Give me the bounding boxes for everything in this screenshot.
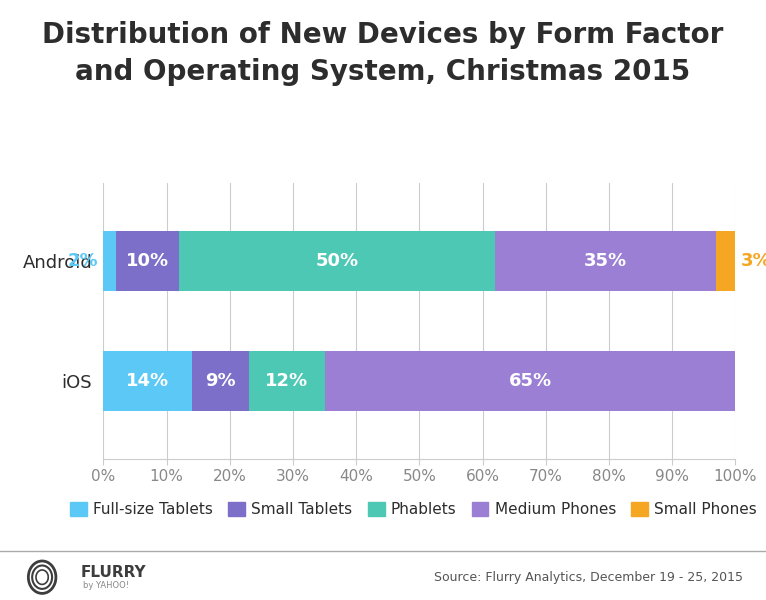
Text: 65%: 65% <box>509 372 552 390</box>
Text: 9%: 9% <box>205 372 236 390</box>
Text: by YAHOO!: by YAHOO! <box>83 581 129 590</box>
Text: 35%: 35% <box>584 252 627 270</box>
Bar <box>716 231 735 291</box>
Text: 50%: 50% <box>316 252 358 270</box>
Bar <box>179 231 496 291</box>
Text: Distribution of New Devices by Form Factor
and Operating System, Christmas 2015: Distribution of New Devices by Form Fact… <box>42 21 724 86</box>
Bar <box>249 351 325 411</box>
Text: 12%: 12% <box>265 372 308 390</box>
Text: Source: Flurry Analytics, December 19 - 25, 2015: Source: Flurry Analytics, December 19 - … <box>434 571 743 584</box>
Bar <box>116 231 179 291</box>
Text: FLURRY: FLURRY <box>80 565 146 580</box>
Text: 10%: 10% <box>126 252 169 270</box>
Text: 3%: 3% <box>741 252 766 270</box>
Bar <box>496 231 716 291</box>
Bar <box>192 351 249 411</box>
Legend: Full-size Tablets, Small Tablets, Phablets, Medium Phones, Small Phones: Full-size Tablets, Small Tablets, Phable… <box>64 496 763 523</box>
Text: 2%: 2% <box>67 252 98 270</box>
Bar <box>103 231 116 291</box>
Bar <box>103 351 192 411</box>
Text: 14%: 14% <box>126 372 169 390</box>
Bar <box>325 351 735 411</box>
